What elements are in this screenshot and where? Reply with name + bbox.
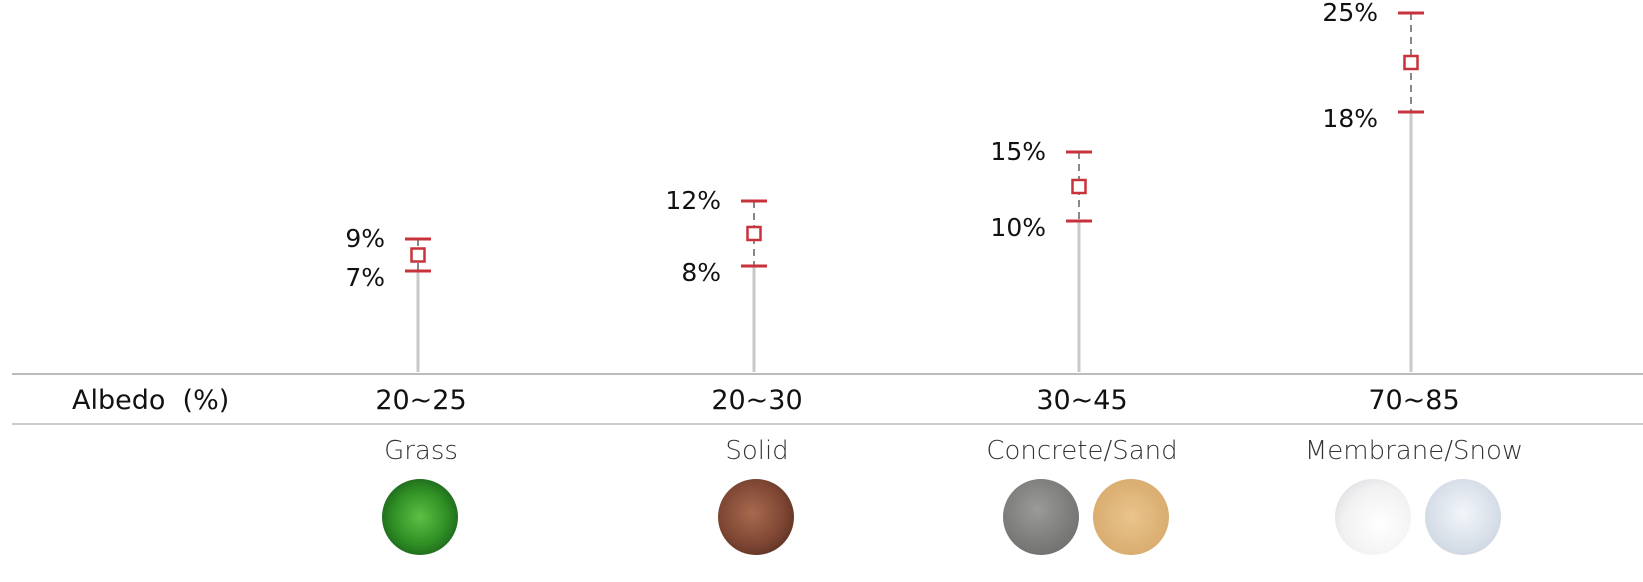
mid-marker-grass — [410, 247, 426, 263]
albedo-range-solid: 20~30 — [711, 385, 802, 416]
low-label-concrete-sand: 10% — [990, 213, 1046, 242]
surface-label-concrete-sand: Concrete/Sand — [986, 436, 1177, 466]
low-label-solid: 8% — [681, 258, 721, 287]
surface-label-grass: Grass — [384, 436, 458, 466]
albedo-range-concrete-sand: 30~45 — [1036, 385, 1127, 416]
swatch-concrete — [1003, 479, 1079, 555]
surface-label-membrane-snow: Membrane/Snow — [1305, 436, 1523, 466]
mid-marker-concrete-sand — [1071, 178, 1087, 195]
swatch-grass — [382, 479, 458, 555]
mid-marker-solid — [746, 225, 762, 242]
albedo-range-grass: 20~25 — [375, 385, 466, 416]
row-label: Albedo (%) — [72, 385, 229, 416]
high-label-membrane-snow: 25% — [1322, 0, 1378, 27]
swatch-membrane — [1335, 479, 1411, 555]
swatch-soil — [718, 479, 794, 555]
swatch-snow — [1425, 479, 1501, 555]
low-label-grass: 7% — [345, 263, 385, 292]
swatch-sand — [1093, 479, 1169, 555]
high-label-solid: 12% — [665, 186, 721, 215]
low-label-membrane-snow: 18% — [1322, 104, 1378, 133]
surface-label-solid: Solid — [725, 436, 788, 466]
high-label-grass: 9% — [345, 224, 385, 253]
high-label-concrete-sand: 15% — [990, 137, 1046, 166]
mid-marker-membrane-snow — [1403, 54, 1419, 71]
albedo-range-membrane-snow: 70~85 — [1368, 385, 1459, 416]
